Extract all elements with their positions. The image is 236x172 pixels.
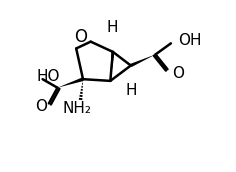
Text: O: O [172, 66, 184, 81]
Text: HO: HO [36, 69, 60, 84]
Polygon shape [110, 52, 114, 81]
Text: OH: OH [179, 33, 202, 48]
Polygon shape [130, 54, 156, 67]
Text: H: H [126, 83, 137, 98]
Text: H: H [107, 20, 118, 35]
Text: O: O [74, 28, 87, 46]
Polygon shape [57, 77, 84, 88]
Text: O: O [36, 99, 48, 114]
Text: NH₂: NH₂ [63, 101, 92, 116]
